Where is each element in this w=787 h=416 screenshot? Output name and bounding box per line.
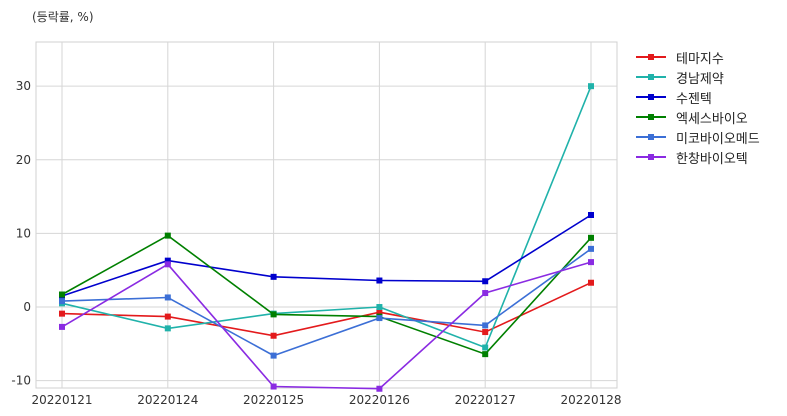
data-point <box>59 291 65 298</box>
data-point <box>482 278 489 285</box>
legend-swatch <box>636 51 666 63</box>
y-tick-label: 20 <box>16 153 31 167</box>
data-point <box>588 234 594 241</box>
series-layer <box>59 83 594 392</box>
x-tick-label: 20220128 <box>560 393 621 407</box>
data-point <box>164 261 171 268</box>
data-point <box>376 277 383 284</box>
data-point <box>482 322 489 329</box>
data-point <box>376 304 383 311</box>
series-line <box>61 248 592 357</box>
legend-swatch <box>636 91 666 103</box>
data-point <box>164 232 171 239</box>
y-tick-label: 0 <box>23 300 31 314</box>
legend-label: 수젠텍 <box>676 91 712 107</box>
data-point <box>59 310 65 317</box>
data-point <box>270 273 277 280</box>
data-point <box>588 279 594 286</box>
legend-swatch <box>636 131 666 143</box>
series-5 <box>59 245 594 359</box>
legend-label: 엑세스바이오 <box>676 111 748 127</box>
legend-swatch <box>636 111 666 123</box>
data-point <box>270 332 277 339</box>
data-point <box>376 385 383 392</box>
legend-label: 미코바이오메드 <box>676 131 760 147</box>
data-point <box>482 351 489 358</box>
data-point <box>588 259 594 266</box>
series-line <box>61 234 592 356</box>
legend-swatch <box>636 71 666 83</box>
data-point <box>164 313 171 320</box>
data-point <box>588 83 594 90</box>
series-line <box>61 85 592 349</box>
x-tick-label: 20220121 <box>31 393 92 407</box>
series-1 <box>59 279 594 339</box>
grid-lines <box>35 41 618 389</box>
y-axis: -10 0 10 20 30 <box>11 79 31 387</box>
x-tick-label: 20220127 <box>455 393 516 407</box>
series-6 <box>59 259 594 392</box>
y-tick-label: -10 <box>11 374 31 388</box>
data-point <box>270 311 277 318</box>
y-tick-label: 30 <box>16 79 31 93</box>
legend-item: 테마지수 <box>636 47 760 67</box>
legend-item: 경남제약 <box>636 67 760 87</box>
data-point <box>482 290 489 297</box>
data-point <box>164 325 171 332</box>
legend-item: 미코바이오메드 <box>636 127 760 147</box>
legend-item: 엑세스바이오 <box>636 107 760 127</box>
series-3 <box>59 212 594 299</box>
series-line <box>61 261 592 390</box>
x-tick-label: 20220124 <box>137 393 198 407</box>
legend-item: 수젠텍 <box>636 87 760 107</box>
legend-label: 한창바이오텍 <box>676 151 748 167</box>
unit-label: (등락률, %) <box>32 10 94 24</box>
data-point <box>588 245 594 252</box>
legend-swatch <box>636 151 666 163</box>
data-point <box>482 329 489 336</box>
series-4 <box>59 232 594 358</box>
data-point <box>59 298 65 305</box>
x-tick-label: 20220125 <box>243 393 304 407</box>
data-point <box>376 309 383 316</box>
series-line <box>61 214 592 297</box>
legend-label: 경남제약 <box>676 71 724 87</box>
series-line <box>61 281 592 337</box>
y-tick-label: 10 <box>16 226 31 240</box>
x-axis: 20220121 20220124 20220125 20220126 20220127… <box>31 393 621 407</box>
data-point <box>482 344 489 351</box>
series-2 <box>59 83 594 351</box>
data-point <box>270 383 277 390</box>
legend-label: 테마지수 <box>676 51 724 67</box>
x-tick-label: 20220126 <box>349 393 410 407</box>
data-point <box>588 212 594 218</box>
data-point <box>270 352 277 359</box>
legend-item: 한창바이오텍 <box>636 147 760 167</box>
data-point <box>376 315 383 322</box>
data-point <box>59 323 65 330</box>
data-point <box>164 257 171 264</box>
data-point <box>164 294 171 301</box>
